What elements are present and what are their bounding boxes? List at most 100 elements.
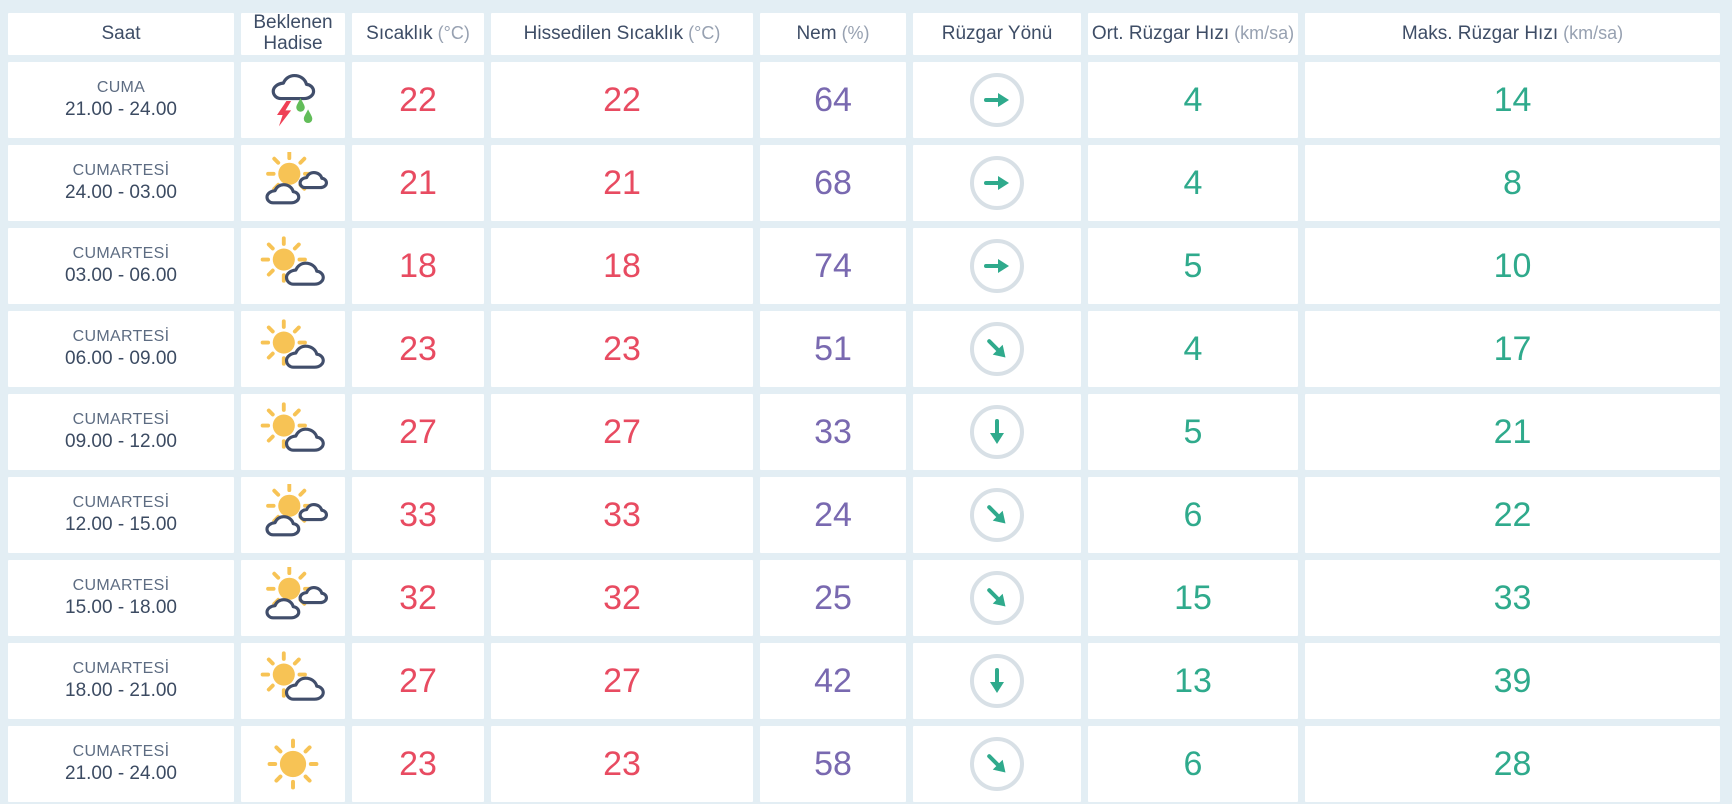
max-wind-speed-value: 28: [1305, 726, 1720, 802]
header-hissedilen-unit: (°C): [688, 23, 721, 44]
day-label: CUMARTESİ: [72, 743, 170, 761]
wind-direction-cell: [913, 228, 1081, 304]
feels-like-value: 23: [491, 311, 753, 387]
feels-like-value: 32: [491, 560, 753, 636]
condition-cell: [241, 643, 345, 719]
header-saat-label: Saat: [101, 22, 141, 44]
condition-cell: [241, 62, 345, 138]
header-maks-hiz-label: Maks. Rüzgar Hızı: [1401, 22, 1559, 44]
header-sicaklik-label: Sıcaklık: [366, 22, 433, 44]
humidity-value: 24: [760, 477, 906, 553]
temperature-value: 21: [352, 145, 484, 221]
header-hissedilen-sicaklik: Hissedilen Sıcaklık (°C): [491, 13, 753, 55]
humidity-value: 74: [760, 228, 906, 304]
header-ruzgar-yonu-label: Rüzgar Yönü: [941, 22, 1053, 44]
avg-wind-speed-value: 5: [1088, 228, 1298, 304]
header-maks-ruzgar-hizi: Maks. Rüzgar Hızı (km/sa): [1305, 13, 1720, 55]
max-wind-speed-value: 39: [1305, 643, 1720, 719]
feels-like-value: 23: [491, 726, 753, 802]
feels-like-value: 27: [491, 643, 753, 719]
header-sicaklik-unit: (°C): [437, 23, 470, 44]
temperature-value: 33: [352, 477, 484, 553]
wind-direction-icon: [970, 73, 1024, 127]
max-wind-speed-value: 22: [1305, 477, 1720, 553]
wind-direction-icon: [970, 737, 1024, 791]
header-maks-hiz-unit: (km/sa): [1563, 23, 1624, 44]
time-cell: CUMARTESİ 24.00 - 03.00: [8, 145, 234, 221]
time-cell: CUMA 21.00 - 24.00: [8, 62, 234, 138]
max-wind-speed-value: 8: [1305, 145, 1720, 221]
max-wind-speed-value: 17: [1305, 311, 1720, 387]
sun-two-clouds-icon: [257, 567, 329, 629]
max-wind-speed-value: 10: [1305, 228, 1720, 304]
humidity-value: 42: [760, 643, 906, 719]
time-cell: CUMARTESİ 03.00 - 06.00: [8, 228, 234, 304]
time-range-label: 21.00 - 24.00: [65, 763, 177, 785]
humidity-value: 68: [760, 145, 906, 221]
condition-cell: [241, 477, 345, 553]
avg-wind-speed-value: 4: [1088, 62, 1298, 138]
time-range-label: 06.00 - 09.00: [65, 348, 177, 370]
wind-direction-cell: [913, 394, 1081, 470]
feels-like-value: 27: [491, 394, 753, 470]
wind-direction-cell: [913, 311, 1081, 387]
header-ort-ruzgar-hizi: Ort. Rüzgar Hızı (km/sa): [1088, 13, 1298, 55]
time-range-label: 21.00 - 24.00: [65, 99, 177, 121]
day-label: CUMARTESİ: [72, 577, 170, 595]
day-label: CUMARTESİ: [72, 162, 170, 180]
temperature-value: 27: [352, 643, 484, 719]
temperature-value: 18: [352, 228, 484, 304]
avg-wind-speed-value: 15: [1088, 560, 1298, 636]
avg-wind-speed-value: 6: [1088, 477, 1298, 553]
feels-like-value: 33: [491, 477, 753, 553]
avg-wind-speed-value: 4: [1088, 145, 1298, 221]
time-cell: CUMARTESİ 15.00 - 18.00: [8, 560, 234, 636]
day-label: CUMARTESİ: [72, 660, 170, 678]
wind-direction-icon: [970, 322, 1024, 376]
temperature-value: 27: [352, 394, 484, 470]
header-nem-label: Nem: [796, 22, 837, 44]
day-label: CUMA: [96, 79, 146, 97]
condition-cell: [241, 311, 345, 387]
header-nem-unit: (%): [841, 23, 870, 44]
temperature-value: 23: [352, 311, 484, 387]
condition-cell: [241, 560, 345, 636]
wind-direction-cell: [913, 62, 1081, 138]
avg-wind-speed-value: 13: [1088, 643, 1298, 719]
time-range-label: 12.00 - 15.00: [65, 514, 177, 536]
header-beklenen-hadise: Beklenen Hadise: [241, 12, 345, 55]
time-range-label: 09.00 - 12.00: [65, 431, 177, 453]
sun-with-cloud-icon: [257, 318, 329, 380]
day-label: CUMARTESİ: [72, 411, 170, 429]
time-cell: CUMARTESİ 18.00 - 21.00: [8, 643, 234, 719]
header-ort-hiz-label: Ort. Rüzgar Hızı: [1091, 22, 1230, 44]
wind-direction-icon: [970, 239, 1024, 293]
max-wind-speed-value: 33: [1305, 560, 1720, 636]
day-label: CUMARTESİ: [72, 494, 170, 512]
avg-wind-speed-value: 4: [1088, 311, 1298, 387]
header-sicaklik: Sıcaklık (°C): [352, 13, 484, 55]
wind-direction-icon: [970, 654, 1024, 708]
time-cell: CUMARTESİ 21.00 - 24.00: [8, 726, 234, 802]
sun-with-cloud-icon: [257, 650, 329, 712]
sun-two-clouds-icon: [257, 484, 329, 546]
humidity-value: 58: [760, 726, 906, 802]
sun-with-cloud-icon: [257, 401, 329, 463]
header-saat: Saat: [8, 13, 234, 55]
wind-direction-cell: [913, 145, 1081, 221]
sunny-icon: [257, 733, 329, 795]
wind-direction-cell: [913, 477, 1081, 553]
time-range-label: 03.00 - 06.00: [65, 265, 177, 287]
feels-like-value: 22: [491, 62, 753, 138]
condition-cell: [241, 726, 345, 802]
header-ort-hiz-unit: (km/sa): [1234, 23, 1295, 44]
condition-cell: [241, 394, 345, 470]
header-nem: Nem (%): [760, 13, 906, 55]
time-range-label: 24.00 - 03.00: [65, 182, 177, 204]
humidity-value: 33: [760, 394, 906, 470]
sun-with-cloud-icon: [257, 235, 329, 297]
time-cell: CUMARTESİ 06.00 - 09.00: [8, 311, 234, 387]
wind-direction-icon: [970, 405, 1024, 459]
wind-direction-cell: [913, 560, 1081, 636]
